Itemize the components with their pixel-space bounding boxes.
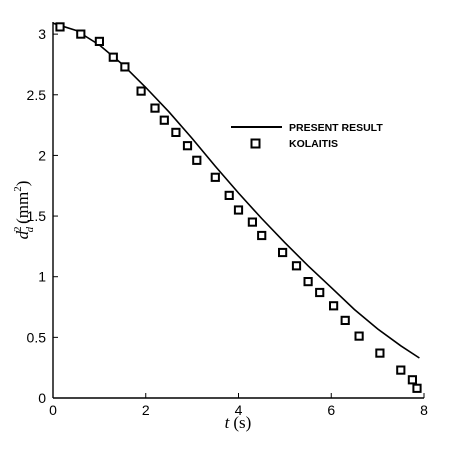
- kolaitis-marker: [354, 331, 364, 341]
- present-result-line: [52, 22, 420, 359]
- kolaitis-marker: [303, 277, 313, 287]
- kolaitis-marker: [150, 103, 160, 113]
- kolaitis-marker: [210, 172, 220, 182]
- y-axis-variable-sub: d: [24, 226, 36, 232]
- kolaitis-marker: [171, 127, 181, 138]
- kolaitis-marker: [182, 141, 193, 151]
- kolaitis-marker: [76, 29, 86, 39]
- kolaitis-marker: [257, 230, 267, 241]
- x-tick-label: 8: [420, 402, 428, 418]
- kolaitis-marker: [55, 22, 65, 32]
- ticks: 0 2 4 6 8 0 0.5 1 1.5 2 2.5 3: [27, 26, 429, 418]
- x-tick-label: 6: [327, 402, 335, 418]
- y-tick-label: 1: [38, 269, 46, 285]
- kolaitis-marker: [396, 365, 406, 375]
- x-axis-label: t (s): [225, 413, 252, 432]
- kolaitis-marker: [120, 62, 130, 72]
- kolaitis-marker: [233, 205, 244, 215]
- y-axis-unit-close: ): [13, 181, 32, 187]
- kolaitis-marker: [278, 247, 288, 258]
- x-axis-variable: t: [225, 413, 231, 432]
- kolaitis-marker: [136, 86, 146, 96]
- kolaitis-marker: [407, 375, 417, 385]
- kolaitis-marker: [375, 348, 385, 358]
- y-axis-label: d2d(mm2): [12, 181, 36, 240]
- y-tick-label: 0.5: [27, 329, 47, 345]
- legend-square-marker: [250, 138, 261, 149]
- kolaitis-marker: [340, 315, 350, 325]
- kolaitis-marker: [108, 52, 118, 62]
- y-tick-label: 1.5: [27, 208, 47, 224]
- x-tick-label: 2: [142, 402, 150, 418]
- y-axis-variable: d: [13, 230, 32, 239]
- kolaitis-marker: [94, 36, 105, 46]
- kolaitis-marker: [329, 301, 339, 311]
- legend-label-present-result: PRESENT RESULT: [289, 122, 383, 134]
- kolaitis-marker: [412, 383, 422, 393]
- y-axis-unit-open: (mm: [13, 192, 32, 224]
- kolaitis-marker: [247, 217, 258, 227]
- kolaitis-marker: [315, 287, 325, 298]
- y-tick-label: 3: [38, 26, 46, 42]
- y-tick-label: 0: [38, 390, 46, 406]
- x-tick-label: 4: [235, 402, 243, 418]
- x-axis-unit: (s): [233, 413, 251, 432]
- legend-label-kolaitis: KOLAITIS: [289, 138, 338, 150]
- x-tick-label: 0: [49, 402, 57, 418]
- kolaitis-marker: [192, 155, 202, 165]
- y-tick-label: 2.5: [27, 87, 47, 103]
- series: [52, 22, 422, 393]
- y-axis-unit-sup: 2: [12, 186, 24, 192]
- kolaitis-marker: [291, 261, 302, 271]
- kolaitis-marker: [159, 115, 169, 125]
- y-axis-variable-sup: 2: [12, 226, 24, 232]
- kolaitis-markers: [55, 22, 422, 393]
- svg-text:d2d(mm2): d2d(mm2): [12, 181, 36, 240]
- y-tick-label: 2: [38, 147, 46, 163]
- kolaitis-marker: [224, 190, 234, 201]
- legend: PRESENT RESULT KOLAITIS: [231, 122, 383, 150]
